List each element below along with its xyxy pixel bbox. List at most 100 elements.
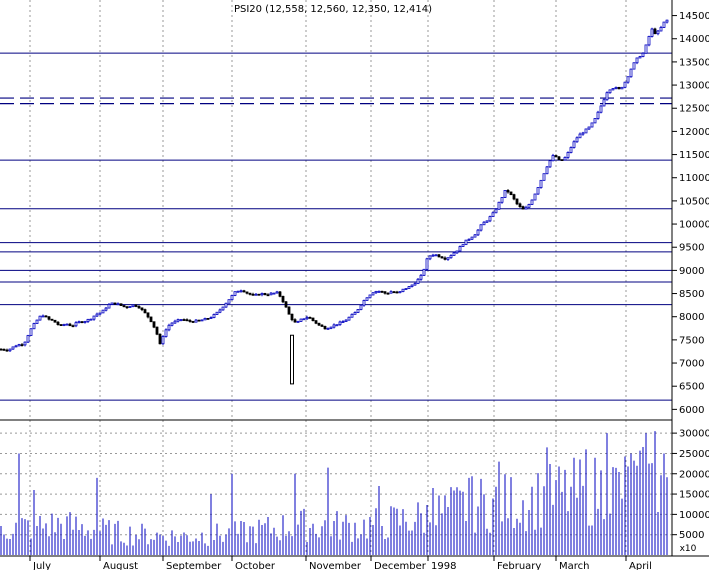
candle-body [212,314,216,318]
candle-body [653,28,657,35]
candle-body [464,239,468,246]
candle-body [449,255,453,259]
candle-body [512,194,516,200]
candle-body [437,254,441,258]
candle-body [650,28,654,37]
candle-body [101,309,105,314]
candle-body [665,19,669,23]
candle-body [122,305,126,308]
candle-body [290,313,294,321]
candle-body [287,306,291,315]
candle-body [218,309,222,313]
candle-body [545,166,549,175]
candle-body [41,315,45,318]
candle-body [620,86,624,90]
candle-body [518,203,522,208]
volume-bars [0,431,668,555]
candle-body [524,206,528,210]
candle-body [74,322,78,327]
candle-body [323,326,327,330]
price-y-tick-label: 10500 [679,196,709,207]
candle-body [194,319,198,323]
x-tick-label: July [32,561,51,570]
candle-body [551,155,555,162]
candle-body [161,336,165,345]
volume-y-tick-label: 10000 [679,510,709,521]
candle-body [521,206,525,210]
candle-body [467,238,471,241]
candle-body [401,288,405,292]
candle-body [368,294,372,299]
candle-body [89,318,93,321]
candle-body [434,254,438,257]
candle-body [284,301,288,308]
candle-body [416,278,420,285]
candle-body [116,303,120,306]
candle-body [251,293,255,296]
x-tick-label: September [166,561,222,570]
candle-body [23,341,27,346]
price-y-tick-label: 11500 [679,150,709,161]
candle-body [647,36,651,46]
candle-body [596,111,600,119]
candle-body [20,344,24,347]
candle-body [581,132,585,135]
candle-body [8,348,12,352]
candle-body [32,323,36,330]
x-axis: July August September October November Decemb… [29,556,652,570]
candle-body [569,147,573,153]
price-panel: 6000 6500 7000 7500 8000 8500 9000 9500 10000 105… [0,0,709,420]
candle-body [470,236,474,240]
candle-body [275,291,279,294]
candle-body [500,197,504,203]
candle-body [140,307,144,311]
volume-y-tick-label: 30000 [679,429,709,440]
candle-body [440,256,444,259]
candle-body [317,322,321,326]
candle-body [14,345,18,348]
candle-body [350,313,354,318]
volume-panel: 5000 10000 15000 20000 25000 30000 x10 [0,420,709,556]
candle-body [377,290,381,293]
candle-body [266,294,270,297]
volume-grid [0,420,672,556]
candle-body [125,306,129,309]
candle-body [422,268,426,276]
candle-body [236,290,240,293]
candle-body [293,319,297,323]
candle-body [176,319,180,322]
candle-body [383,291,387,294]
candle-body [134,304,138,307]
price-y-tick-label: 10000 [679,220,709,231]
candle-body [221,306,225,311]
candle-body [245,291,249,294]
price-candles [0,19,669,385]
candle-body [443,257,447,260]
candle-body [356,309,360,313]
candle-body [452,252,456,256]
chart-title: PSI20 (12,558, 12,560, 12,350, 12,414) [234,4,432,15]
candle-body [407,286,411,289]
price-y-tick-label: 7000 [679,359,704,370]
x-tick-label: October [235,561,276,570]
candle-body [158,333,162,345]
candle-body [563,156,567,161]
candle-body [506,190,510,193]
candle-body [197,319,201,322]
candle-body [482,221,486,226]
candle-body [11,346,15,350]
candle-body [527,204,531,208]
candle-body [344,319,348,323]
candle-body [152,321,156,328]
candle-body [602,99,606,107]
candle-body [128,306,132,308]
price-grid [29,0,627,420]
price-y-tick-label: 8500 [679,289,704,300]
candle-body [47,316,51,320]
candle-body [644,44,648,54]
candle-body [146,312,150,318]
candle-body [53,319,57,323]
candle-body [497,201,501,210]
price-y-tick-label: 13000 [679,81,709,92]
candle-body [2,348,6,351]
